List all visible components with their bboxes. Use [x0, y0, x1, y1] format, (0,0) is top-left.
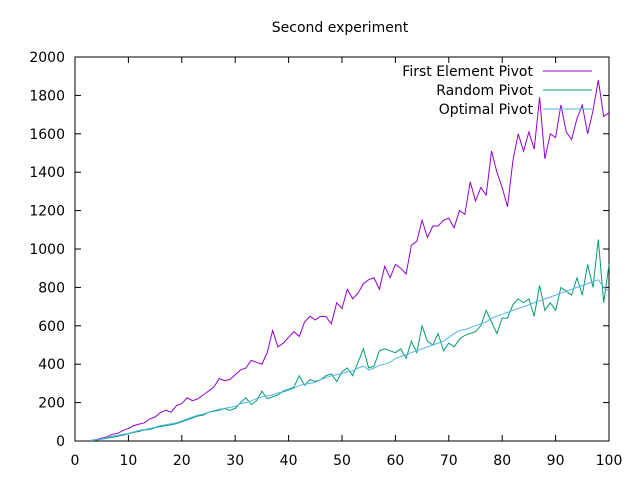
x-tick-label: 70 — [440, 453, 458, 469]
legend-label-first-element-pivot: First Element Pivot — [402, 64, 533, 80]
series-line-optimal-pivot — [90, 279, 610, 441]
x-tick-label: 50 — [333, 453, 351, 469]
x-axis: 0 10 20 30 40 50 60 70 80 90 100 — [71, 57, 623, 469]
y-tick-label: 1800 — [29, 88, 65, 104]
x-tick-label: 10 — [119, 453, 137, 469]
legend-label-optimal-pivot: Optimal Pivot — [439, 102, 534, 118]
x-tick-label: 100 — [596, 453, 623, 469]
y-tick-label: 2000 — [29, 50, 65, 66]
y-tick-label: 1200 — [29, 204, 65, 220]
series-lines — [90, 79, 610, 442]
x-tick-label: 0 — [71, 453, 80, 469]
legend: First Element Pivot Random Pivot Optimal P… — [402, 64, 592, 118]
y-tick-label: 1400 — [29, 165, 65, 181]
y-tick-label: 800 — [38, 280, 65, 296]
series-line-first-element-pivot — [90, 79, 610, 441]
legend-label-random-pivot: Random Pivot — [436, 83, 533, 99]
y-tick-label: 1600 — [29, 127, 65, 143]
y-tick-label: 400 — [38, 357, 65, 373]
chart-title: Second experiment — [272, 20, 409, 36]
x-tick-label: 90 — [547, 453, 565, 469]
x-tick-label: 20 — [173, 453, 191, 469]
x-tick-label: 40 — [280, 453, 298, 469]
y-tick-label: 600 — [38, 319, 65, 335]
y-axis: 0 200 400 600 800 1000 1200 1400 1600 1800 2000 — [29, 50, 609, 450]
y-tick-label: 200 — [38, 396, 65, 412]
x-tick-label: 60 — [386, 453, 404, 469]
x-tick-label: 30 — [226, 453, 244, 469]
y-tick-label: 1000 — [29, 242, 65, 258]
y-tick-label: 0 — [56, 434, 65, 450]
series-line-random-pivot — [90, 239, 610, 442]
x-tick-label: 80 — [493, 453, 511, 469]
